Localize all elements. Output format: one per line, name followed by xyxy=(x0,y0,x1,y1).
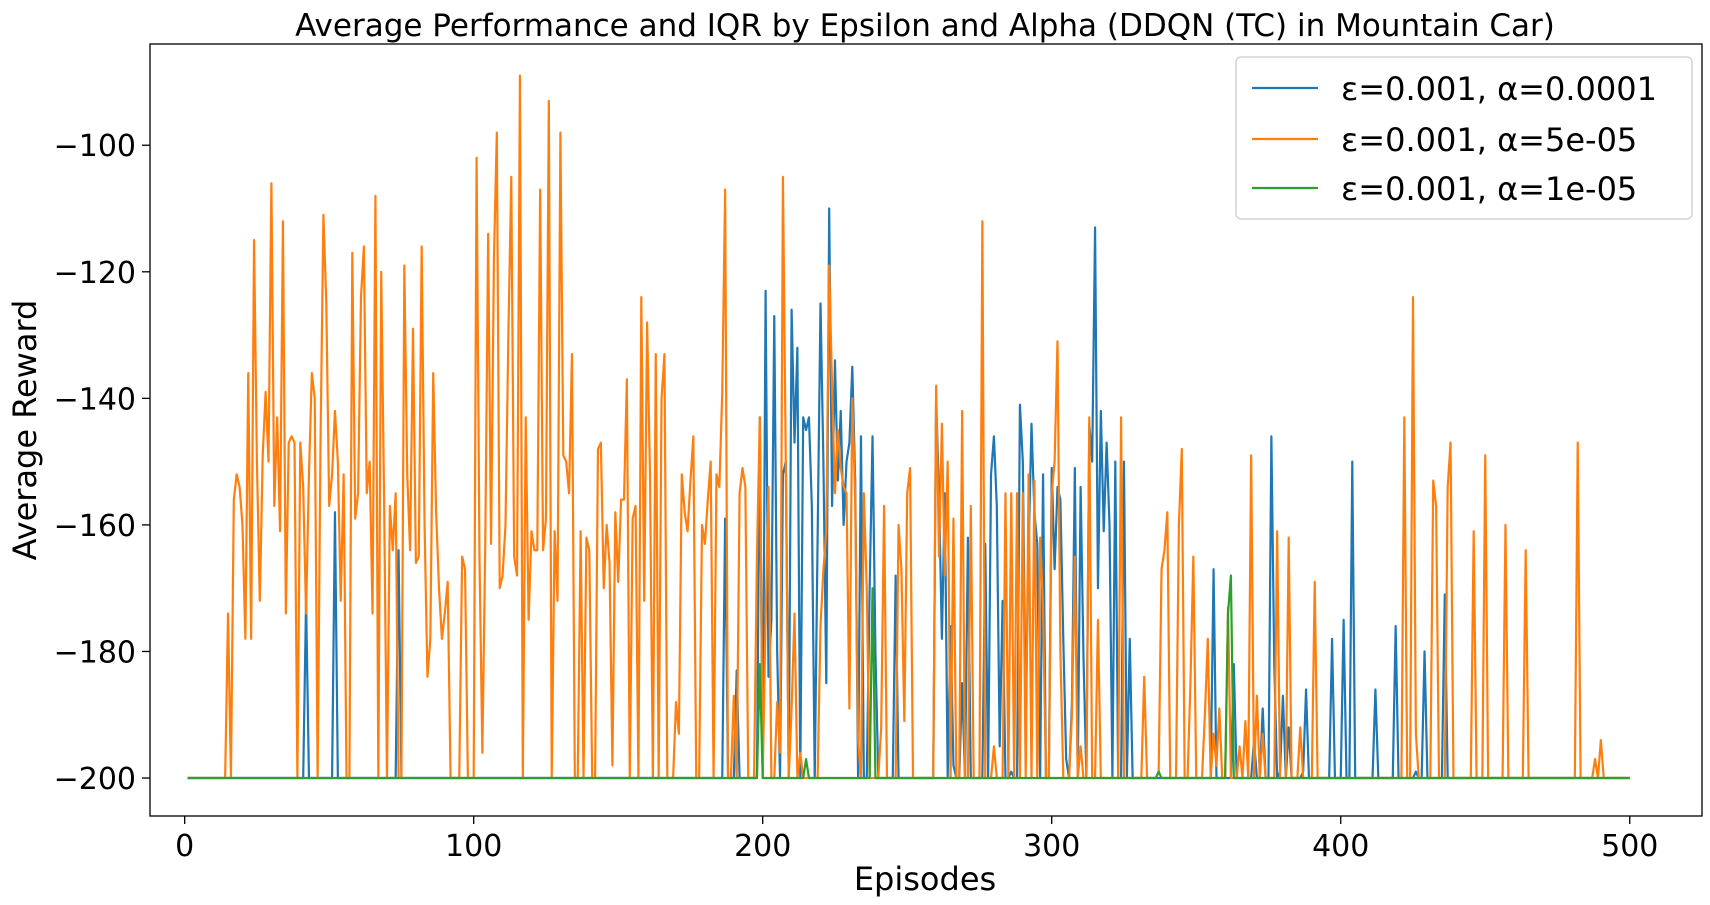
legend-box xyxy=(1235,56,1693,220)
y-axis-ticks: −100 −120 −140 −160 −180 −200 xyxy=(54,129,150,797)
x-axis-label: Episodes xyxy=(854,860,996,898)
legend-label-series-3: ε=0.001, α=1e-05 xyxy=(1341,170,1637,208)
legend-label-series-1: ε=0.001, α=0.0001 xyxy=(1341,70,1657,108)
series-layer xyxy=(187,74,1630,780)
series-line-3 xyxy=(187,574,1630,780)
x-tick-label: 400 xyxy=(1312,829,1369,864)
x-tick-label: 0 xyxy=(175,829,194,864)
y-tick-label: −100 xyxy=(54,129,136,164)
legend-label-series-2: ε=0.001, α=5e-05 xyxy=(1341,121,1637,159)
plot-frame xyxy=(149,43,1703,817)
y-tick-label: −140 xyxy=(54,382,136,417)
y-axis-label: Average Reward xyxy=(6,300,44,561)
y-tick-label: −120 xyxy=(54,256,136,291)
x-tick-label: 100 xyxy=(445,829,502,864)
y-tick-label: −180 xyxy=(54,635,136,670)
y-tick-label: −160 xyxy=(54,509,136,544)
legend: ε=0.001, α=0.0001 ε=0.001, α=5e-05 ε=0.0… xyxy=(1235,56,1693,220)
x-tick-label: 200 xyxy=(734,829,791,864)
chart-title: Average Performance and IQR by Epsilon a… xyxy=(295,8,1555,44)
x-tick-label: 300 xyxy=(1023,829,1080,864)
y-tick-label: −200 xyxy=(54,762,136,797)
x-axis-ticks: 0 100 200 300 400 500 xyxy=(175,816,1658,864)
x-tick-label: 500 xyxy=(1601,829,1658,864)
